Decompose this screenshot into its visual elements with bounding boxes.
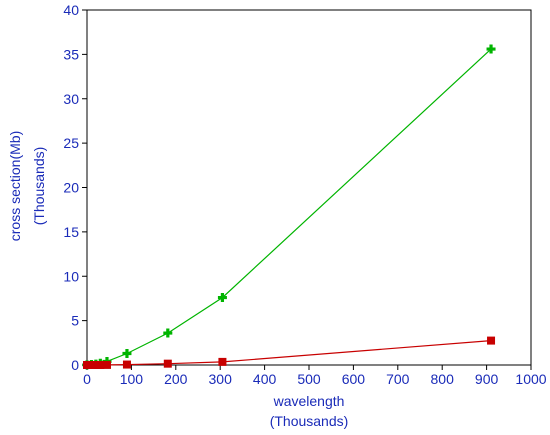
series-2-point xyxy=(83,361,91,369)
x-tick-label: 100 xyxy=(120,371,144,387)
x-tick-label: 200 xyxy=(164,371,188,387)
y-axis-subtitle: (Thousands) xyxy=(31,147,47,226)
series-1-point xyxy=(486,44,496,54)
series-2-point xyxy=(96,361,105,369)
series-1-point xyxy=(122,348,132,358)
x-tick-label: 800 xyxy=(431,371,455,387)
y-tick-label: 5 xyxy=(71,313,79,329)
series-2-point xyxy=(87,361,96,369)
series-2-point xyxy=(91,361,100,369)
x-tick-label: 600 xyxy=(342,371,366,387)
series-2-point xyxy=(122,360,131,369)
y-tick-label: 25 xyxy=(63,135,79,151)
x-axis-subtitle: (Thousands) xyxy=(270,413,349,429)
plot-frame xyxy=(86,9,532,366)
y-axis-title: cross section(Mb) xyxy=(7,131,23,241)
series-1-point xyxy=(217,293,227,303)
y-tick-label: 20 xyxy=(63,180,79,196)
series-layer xyxy=(82,44,496,370)
y-tick-label: 40 xyxy=(63,2,79,18)
x-tick-label: 0 xyxy=(83,371,91,387)
series-2-point xyxy=(218,357,227,366)
x-tick-label: 1000 xyxy=(515,371,546,387)
tick-labels: 0 100 200 300 400 500 600 700 800 900 1000 0 5 10 15 20… xyxy=(63,2,546,387)
series-2-point xyxy=(102,360,111,369)
y-tick-label: 10 xyxy=(63,268,79,284)
x-tick-label: 900 xyxy=(475,371,499,387)
series-2-point xyxy=(487,336,496,345)
x-tick-label: 300 xyxy=(209,371,233,387)
x-axis-title: wavelength xyxy=(273,393,345,409)
series-1-point xyxy=(163,328,173,338)
series-2-point xyxy=(163,359,172,368)
y-tick-label: 35 xyxy=(63,46,79,62)
plot-area xyxy=(86,9,532,366)
y-tick-label: 0 xyxy=(71,357,79,373)
x-tick-label: 700 xyxy=(386,371,410,387)
x-tick-label: 500 xyxy=(297,371,321,387)
y-tick-label: 30 xyxy=(63,91,79,107)
x-tick-label: 400 xyxy=(253,371,277,387)
series-2 xyxy=(83,336,496,369)
y-tick-label: 15 xyxy=(63,224,79,240)
